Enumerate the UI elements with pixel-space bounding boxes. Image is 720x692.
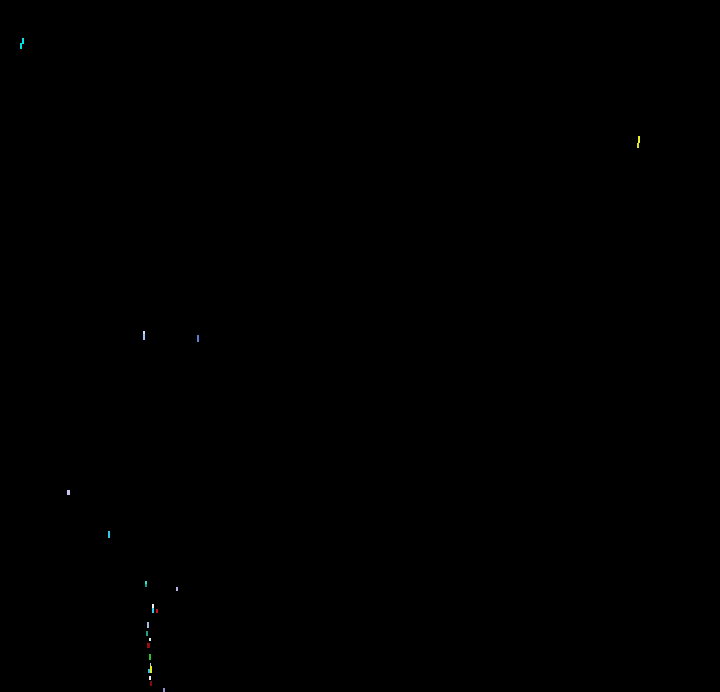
pixel-artifact-lavender-tick-bottom-right (176, 587, 178, 591)
pixel-artifact-white-fragment-cluster (152, 604, 154, 609)
pixel-artifact-lavender-mark-left (67, 490, 70, 495)
pixel-artifact-pale-blue-tick-mid-left-stem (143, 334, 145, 340)
pixel-artifact-pale-blue-tick-column (147, 622, 149, 628)
pixel-artifact-cyan-fringe-column (148, 669, 150, 673)
pixel-artifact-dim-lavender-speck-bottom (163, 688, 165, 692)
pixel-artifact-pale-tick-above-yellow (150, 663, 151, 666)
pixel-artifact-dark-red-dot-column (147, 643, 150, 648)
pixel-artifact-green-tick-column (149, 654, 151, 660)
pixel-artifact-teal-tick-bottom-top (145, 581, 147, 584)
pixel-artifact-cyan-fragment-cluster (152, 608, 154, 613)
pixel-artifact-yellow-bar-column (150, 666, 152, 673)
pixel-artifact-white-speck-column (149, 638, 151, 641)
pixel-artifact-yellow-slash-top-right-upper (638, 136, 640, 143)
pixel-artifact-dark-red-tick-column (150, 681, 152, 686)
pixel-artifact-teal-tick-bottom-stem (145, 584, 147, 587)
pixel-artifact-blue-tick-mid (197, 335, 199, 342)
pixel-artifact-white-square-column (149, 676, 151, 680)
pixel-artifact-cyan-tick-left-lower (108, 531, 110, 538)
pixel-artifact-pale-blue-tick-mid-left-top (143, 331, 145, 334)
pixel-artifact-teal-tick-column (146, 631, 148, 636)
pixel-artifact-yellow-slash-top-right-lower (637, 143, 639, 148)
pixel-artifact-red-dot-cluster (156, 609, 158, 613)
pixel-artifact-cyan-squiggle-top-left-upper (22, 38, 24, 44)
pixel-artifact-cyan-squiggle-top-left-lower (20, 43, 22, 49)
